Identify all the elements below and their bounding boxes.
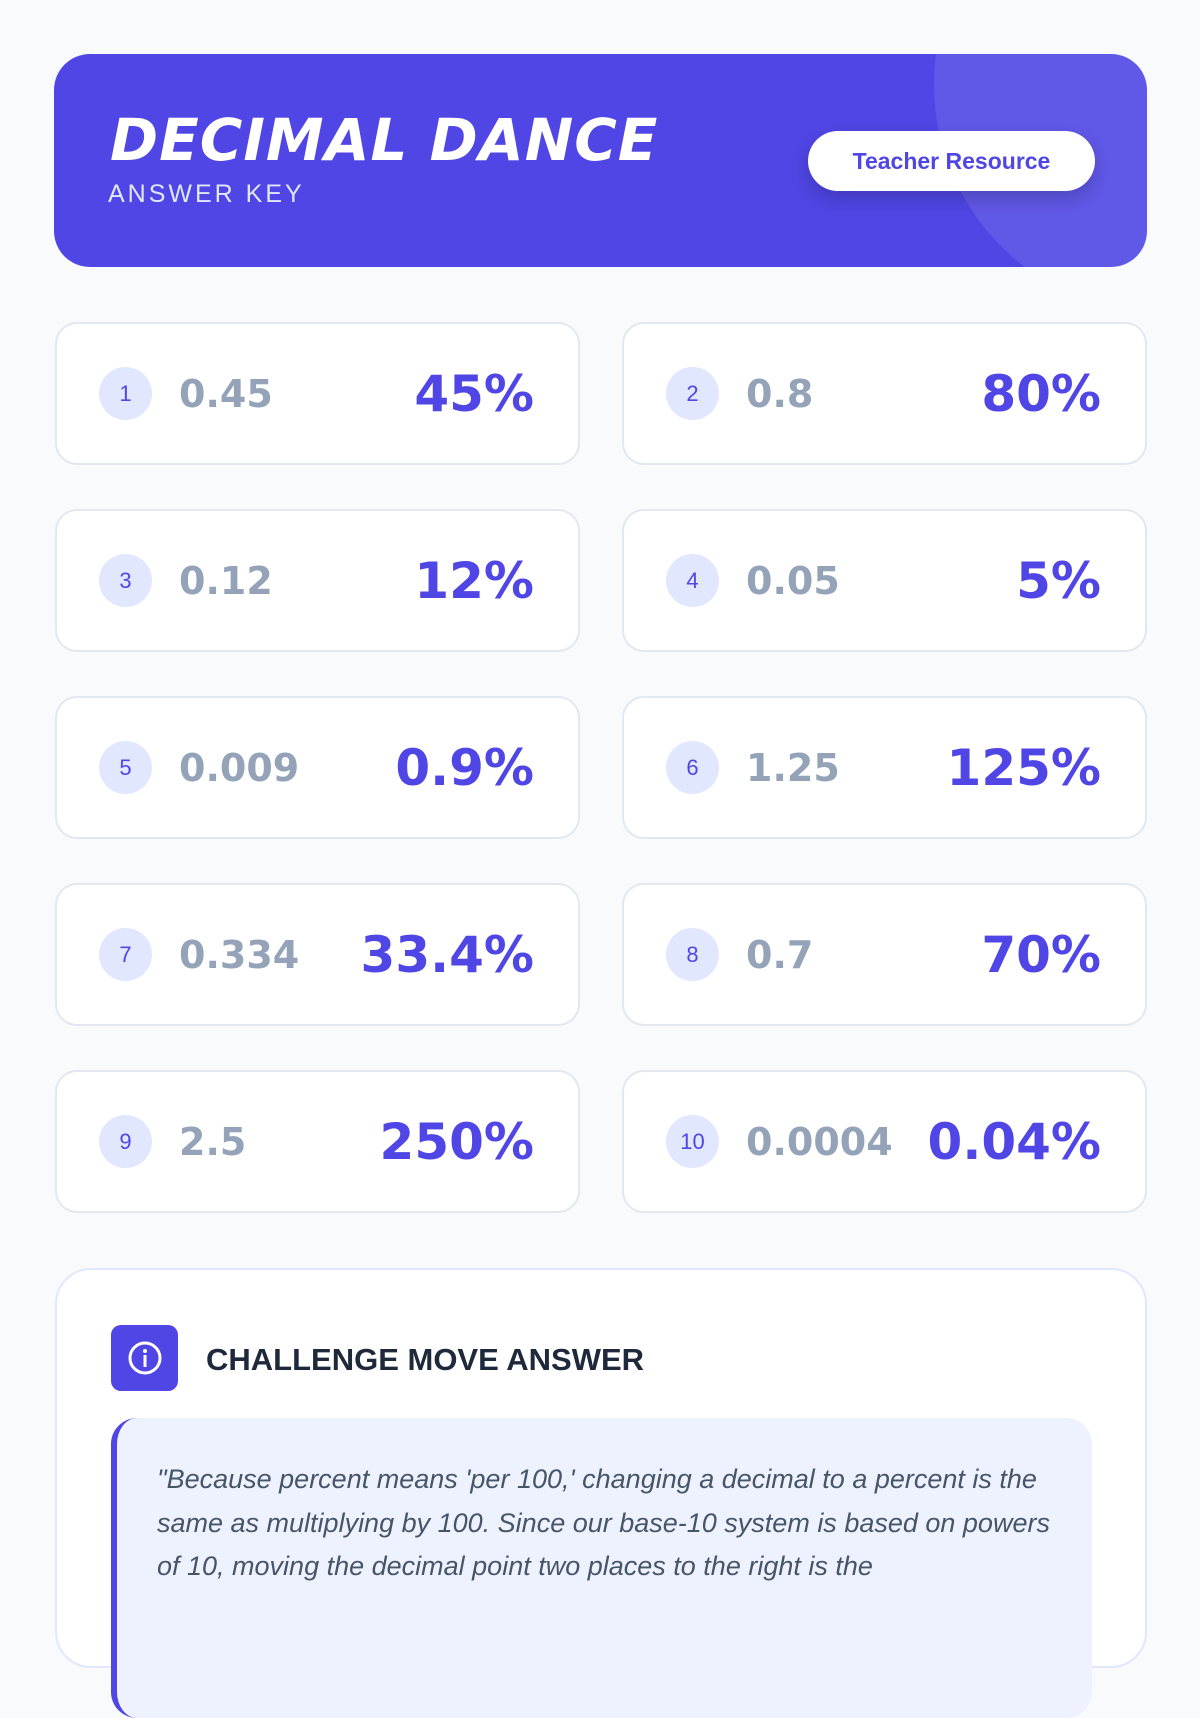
answer-card: 6 1.25 125% — [622, 696, 1147, 839]
question-number: 2 — [666, 367, 719, 420]
question-number: 3 — [99, 554, 152, 607]
question-number: 10 — [666, 1115, 719, 1168]
question-number: 8 — [666, 928, 719, 981]
answer-card: 2 0.8 80% — [622, 322, 1147, 465]
percent-answer: 70% — [981, 925, 1101, 984]
decimal-value: 0.0004 — [746, 1119, 893, 1164]
decimal-value: 0.45 — [179, 371, 273, 416]
answer-card: 8 0.7 70% — [622, 883, 1147, 1026]
answer-card: 10 0.0004 0.04% — [622, 1070, 1147, 1213]
decimal-value: 2.5 — [179, 1119, 247, 1164]
question-number: 5 — [99, 741, 152, 794]
question-number: 4 — [666, 554, 719, 607]
decimal-value: 0.05 — [746, 558, 840, 603]
answer-card: 9 2.5 250% — [55, 1070, 580, 1213]
percent-answer: 12% — [414, 551, 534, 610]
question-number: 1 — [99, 367, 152, 420]
decimal-value: 0.009 — [179, 745, 300, 790]
teacher-resource-badge: Teacher Resource — [808, 131, 1095, 191]
question-number: 6 — [666, 741, 719, 794]
decimal-value: 0.334 — [179, 932, 300, 977]
percent-answer: 0.04% — [927, 1112, 1101, 1171]
answer-card: 3 0.12 12% — [55, 509, 580, 652]
percent-answer: 80% — [981, 364, 1101, 423]
challenge-title: CHALLENGE MOVE ANSWER — [206, 1342, 645, 1377]
percent-answer: 250% — [379, 1112, 534, 1171]
percent-answer: 125% — [946, 738, 1101, 797]
challenge-quote: "Because percent means 'per 100,' changi… — [111, 1418, 1092, 1718]
answer-card: 7 0.334 33.4% — [55, 883, 580, 1026]
answers-grid: 1 0.45 45% 2 0.8 80% 3 0.12 12% 4 0.05 5% 5 0.009 0.9%… — [55, 322, 1147, 1213]
decimal-value: 0.7 — [746, 932, 814, 977]
decimal-value: 0.8 — [746, 371, 814, 416]
page-subtitle: ANSWER KEY — [108, 180, 305, 208]
question-number: 7 — [99, 928, 152, 981]
percent-answer: 0.9% — [395, 738, 534, 797]
percent-answer: 45% — [414, 364, 534, 423]
answer-card: 1 0.45 45% — [55, 322, 580, 465]
challenge-card: CHALLENGE MOVE ANSWER "Because percent m… — [55, 1268, 1147, 1718]
percent-answer: 5% — [1016, 551, 1101, 610]
answer-card: 5 0.009 0.9% — [55, 696, 580, 839]
page-title: DECIMAL DANCE — [110, 106, 659, 174]
decimal-value: 0.12 — [179, 558, 273, 603]
info-icon — [111, 1325, 178, 1391]
answer-card: 4 0.05 5% — [622, 509, 1147, 652]
decimal-value: 1.25 — [746, 745, 840, 790]
question-number: 9 — [99, 1115, 152, 1168]
header-banner: DECIMAL DANCE ANSWER KEY Teacher Resourc… — [54, 54, 1147, 267]
percent-answer: 33.4% — [360, 925, 534, 984]
